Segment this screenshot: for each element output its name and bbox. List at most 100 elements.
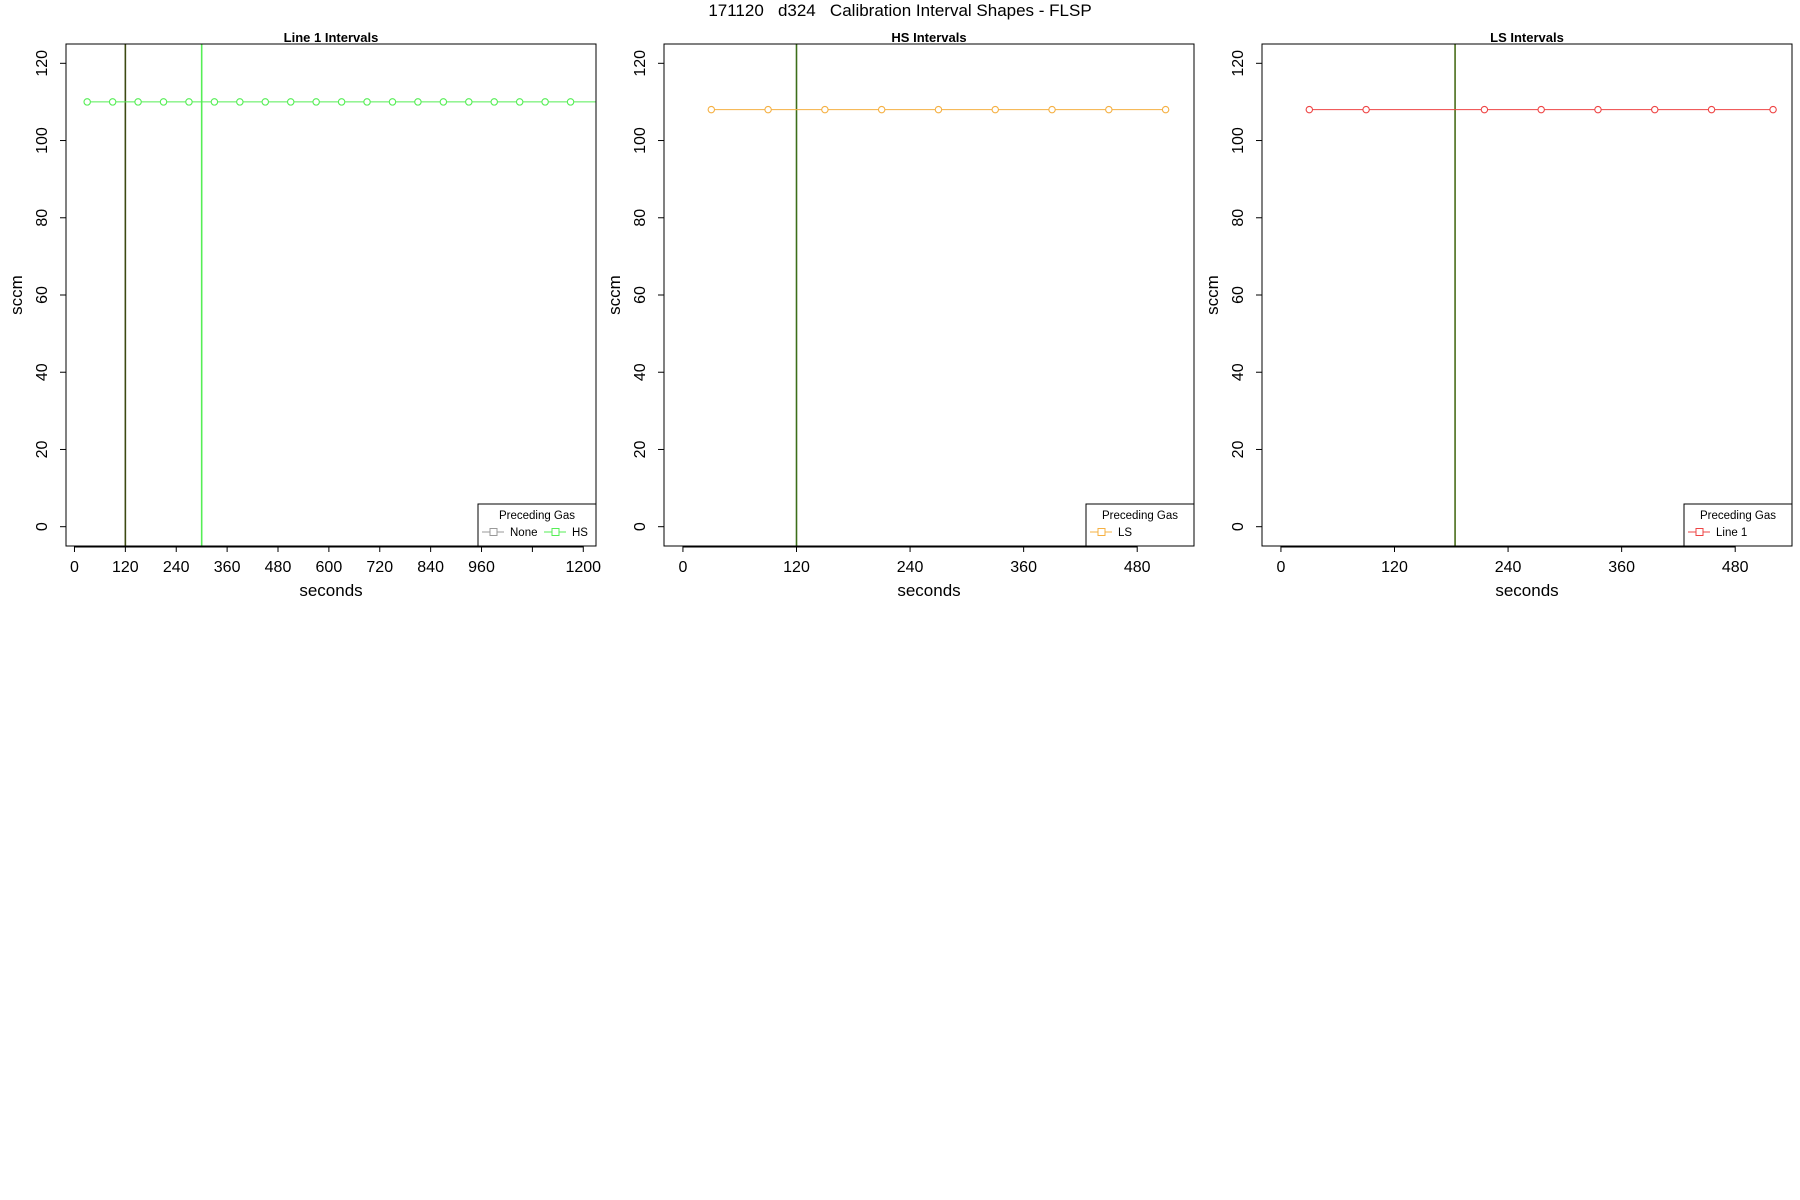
data-point	[159, 98, 168, 106]
y-axis-label: sccm	[1203, 275, 1222, 315]
y-tick-label: 120	[1230, 50, 1247, 77]
x-tick-label: 0	[1276, 559, 1285, 576]
data-point	[541, 98, 549, 106]
data-point	[515, 98, 524, 106]
x-tick-label: 240	[1495, 559, 1522, 576]
legend-title: Preceding Gas	[1102, 510, 1178, 522]
data-point	[707, 105, 716, 114]
y-tick-label: 80	[1230, 209, 1247, 227]
data-point	[185, 98, 193, 106]
legend-swatch-marker	[551, 528, 560, 536]
y-tick-label: 20	[1230, 440, 1247, 458]
legend-title: Preceding Gas	[1700, 510, 1776, 522]
x-axis-label: seconds	[299, 581, 362, 600]
data-point	[312, 98, 320, 106]
data-point	[1594, 105, 1602, 114]
x-tick-label: 120	[783, 559, 810, 576]
legend-label: LS	[1118, 527, 1132, 539]
legend-label: Line 1	[1716, 527, 1747, 539]
y-tick-label: 100	[34, 127, 51, 154]
panel-title: LS Intervals	[1490, 30, 1564, 45]
legend-label: None	[510, 527, 538, 539]
plot-frame	[1261, 43, 1793, 547]
data-point	[439, 98, 448, 106]
legend-swatch-marker	[1695, 528, 1704, 536]
data-point	[877, 105, 886, 114]
legend-box	[477, 503, 597, 547]
x-tick-label: 360	[1608, 559, 1635, 576]
chart-panel-2: HS Intervals 0 120 240 360 480 seconds 0 20 40 60 8…	[605, 30, 1195, 600]
data-point	[414, 98, 422, 106]
x-tick-label: 360	[214, 559, 241, 576]
y-tick-label: 120	[34, 50, 51, 77]
data-point	[1707, 105, 1716, 114]
legend: Preceding Gas LS	[1085, 503, 1195, 547]
x-tick-label: 120	[112, 559, 139, 576]
x-tick-label: 120	[1381, 559, 1408, 576]
y-tick-label: 80	[34, 209, 51, 227]
y-tick-label: 40	[632, 363, 649, 381]
y-tick-label: 20	[632, 440, 649, 458]
x-tick-label: 240	[897, 559, 924, 576]
legend: Preceding Gas Line 1	[1683, 503, 1793, 547]
y-tick-label: 0	[632, 522, 649, 531]
x-tick-label: 960	[468, 559, 495, 576]
data-point	[1161, 105, 1170, 114]
y-tick-label: 20	[34, 440, 51, 458]
panel-title: HS Intervals	[891, 30, 966, 45]
y-tick-label: 60	[1230, 286, 1247, 304]
plot-frame	[65, 43, 597, 547]
data-point	[108, 98, 117, 106]
data-point	[934, 105, 943, 114]
x-axis-label: seconds	[897, 581, 960, 600]
data-point	[1362, 105, 1370, 114]
legend-label: HS	[572, 527, 588, 539]
plot-area	[707, 44, 1170, 546]
x-tick-label: 1200	[565, 559, 601, 576]
chart-panel-3: LS Intervals 0 120 240 360 480 seconds 0 20 40 60 8…	[1203, 30, 1793, 600]
data-point	[1105, 105, 1113, 114]
x-tick-label: 360	[1010, 559, 1037, 576]
x-tick-label: 720	[366, 559, 393, 576]
data-point	[83, 98, 91, 106]
y-tick-label: 0	[34, 522, 51, 531]
x-tick-label: 0	[678, 559, 687, 576]
data-point	[821, 105, 829, 114]
panel-title: Line 1 Intervals	[284, 30, 379, 45]
x-axis-label: seconds	[1495, 581, 1558, 600]
data-point	[210, 98, 219, 106]
x-tick-label: 600	[316, 559, 343, 576]
y-axis-label: sccm	[7, 275, 26, 315]
plot-area	[83, 44, 596, 546]
y-tick-label: 60	[632, 286, 649, 304]
data-point	[566, 98, 575, 106]
legend-swatch-marker	[489, 528, 498, 536]
y-tick-label: 40	[34, 363, 51, 381]
data-point	[764, 105, 772, 114]
plot-area	[1305, 44, 1777, 546]
data-point	[388, 98, 397, 106]
data-point	[490, 98, 498, 106]
legend-box	[1683, 503, 1793, 547]
data-point	[134, 98, 142, 106]
data-point	[991, 105, 999, 114]
y-tick-label: 120	[632, 50, 649, 77]
data-point	[1048, 105, 1056, 114]
x-tick-label: 480	[1722, 559, 1749, 576]
y-tick-label: 80	[632, 209, 649, 227]
legend-swatch-marker	[1097, 528, 1106, 536]
y-tick-label: 40	[1230, 363, 1247, 381]
data-point	[1305, 105, 1314, 114]
x-tick-label: 840	[417, 559, 444, 576]
x-tick-label: 480	[1124, 559, 1151, 576]
data-point	[1480, 105, 1489, 114]
data-point	[465, 98, 473, 106]
data-point	[337, 98, 346, 106]
data-point	[1651, 105, 1659, 114]
y-tick-label: 60	[34, 286, 51, 304]
x-tick-label: 240	[163, 559, 190, 576]
legend-title: Preceding Gas	[499, 510, 575, 522]
data-point	[286, 98, 295, 106]
